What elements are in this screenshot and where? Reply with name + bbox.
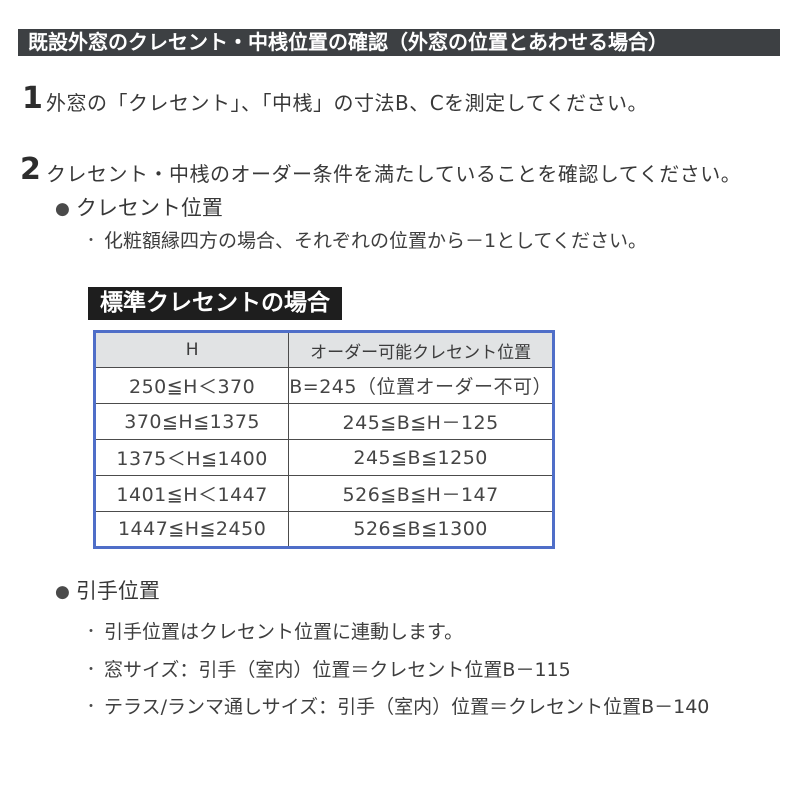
handle-position-note: ・窓サイズ：引手（室内）位置＝クレセント位置B－115 [84, 658, 571, 682]
page-title: 既設外窓のクレセント・中桟位置の確認（外窓の位置とあわせる場合） [18, 29, 780, 56]
step-1-number: 1 [22, 81, 43, 116]
table-row: 370≦H≦1375 245≦B≦H－125 [93, 403, 554, 440]
crescent-position-heading-label: クレセント位置 [75, 196, 223, 220]
handle-position-heading: ● 引手位置 [55, 579, 160, 604]
table-cell-h-range: 250≦H＜370 [93, 367, 290, 404]
table-cell-order-range: 526≦B≦H－147 [288, 475, 554, 512]
table-row: 1401≦H＜1447 526≦B≦H－147 [93, 475, 554, 512]
table-cell-order-range: 526≦B≦1300 [288, 511, 554, 548]
handle-note-text: 引手位置はクレセント位置に連動します。 [104, 621, 464, 643]
handle-position-heading-label: 引手位置 [75, 579, 160, 603]
crescent-position-note: ・化粧額縁四方の場合、それぞれの位置から－1としてください。 [84, 229, 647, 253]
handle-note-text: テラス/ランマ通しサイズ：引手（室内）位置＝クレセント位置B－140 [104, 696, 710, 718]
bullet-small-icon: ・ [84, 624, 98, 640]
bullet-small-icon: ・ [84, 699, 98, 715]
crescent-position-note-text: 化粧額縁四方の場合、それぞれの位置から－1としてください。 [104, 230, 647, 252]
table-cell-h-range: 370≦H≦1375 [93, 403, 290, 440]
standard-crescent-label: 標準クレセントの場合 [88, 287, 342, 320]
table-row: 1375＜H≦1400 245≦B≦1250 [93, 439, 554, 476]
table-cell-order-range: 245≦B≦H－125 [288, 403, 554, 440]
table-cell-order-range: 245≦B≦1250 [288, 439, 554, 476]
bullet-small-icon: ・ [84, 662, 98, 678]
handle-position-note: ・テラス/ランマ通しサイズ：引手（室内）位置＝クレセント位置B－140 [84, 695, 709, 719]
handle-position-note: ・引手位置はクレセント位置に連動します。 [84, 620, 463, 644]
bullet-dot-icon: ● [55, 582, 70, 602]
handle-note-text: 窓サイズ：引手（室内）位置＝クレセント位置B－115 [104, 659, 571, 681]
table-header-order-position: オーダー可能クレセント位置 [288, 331, 554, 368]
bullet-small-icon: ・ [84, 233, 98, 249]
table-row: 250≦H＜370 B=245（位置オーダー不可） [93, 367, 554, 404]
step-1-text: 外窓の「クレセント」、「中桟」の寸法B、Cを測定してください。 [46, 91, 648, 115]
step-2-number: 2 [20, 152, 41, 187]
step-2-text: クレセント・中桟のオーダー条件を満たしていることを確認してください。 [46, 162, 742, 186]
table-cell-h-range: 1401≦H＜1447 [93, 475, 290, 512]
table-cell-h-range: 1447≦H≦2450 [93, 511, 290, 548]
table-header-row: H オーダー可能クレセント位置 [93, 331, 554, 368]
crescent-position-table: H オーダー可能クレセント位置 250≦H＜370 B=245（位置オーダー不可… [93, 330, 555, 549]
bullet-dot-icon: ● [55, 199, 70, 219]
table-cell-h-range: 1375＜H≦1400 [93, 439, 290, 476]
crescent-position-heading: ● クレセント位置 [55, 196, 223, 221]
table-header-h: H [93, 331, 290, 368]
table-row: 1447≦H≦2450 526≦B≦1300 [93, 511, 554, 548]
table-cell-order-range: B=245（位置オーダー不可） [288, 367, 554, 404]
